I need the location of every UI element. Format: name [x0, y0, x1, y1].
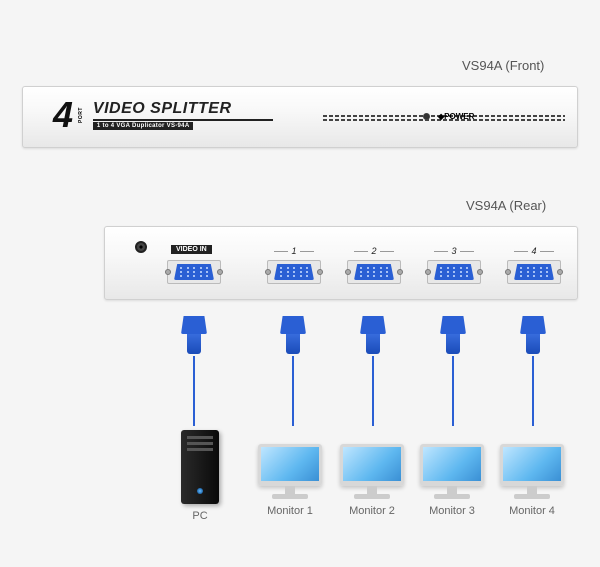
vga-out-4: 4 — [507, 260, 561, 284]
vga-out-2: 2 — [347, 260, 401, 284]
monitor-device-4: Monitor 4 — [490, 444, 574, 517]
cable-4 — [452, 356, 454, 426]
vga-connector-1 — [181, 316, 207, 354]
product-title: VIDEO SPLITTER — [93, 101, 273, 117]
device-label: Monitor 2 — [330, 505, 414, 517]
vga-in — [167, 260, 221, 284]
product-subtitle: 1 to 4 VGA Duplicator VS-94A — [93, 122, 194, 130]
vga-connector-4 — [440, 316, 466, 354]
monitor-icon — [258, 444, 322, 499]
device-label: Monitor 4 — [490, 505, 574, 517]
monitor-device-1: Monitor 1 — [248, 444, 332, 517]
dc-jack — [135, 241, 147, 253]
port-number: 2 — [347, 246, 401, 256]
monitor-icon — [340, 444, 404, 499]
device-label: Monitor 1 — [248, 505, 332, 517]
cable-3 — [372, 356, 374, 426]
monitor-icon — [500, 444, 564, 499]
vga-out-3: 3 — [427, 260, 481, 284]
port-count-number: 4 — [53, 97, 73, 133]
device-label: PC — [158, 510, 242, 522]
rear-label: VS94A (Rear) — [466, 198, 546, 213]
cable-5 — [532, 356, 534, 426]
front-label: VS94A (Front) — [462, 58, 544, 73]
rear-panel: VIDEO IN 1 2 3 4 — [104, 226, 578, 300]
port-number: 3 — [427, 246, 481, 256]
monitor-device-2: Monitor 2 — [330, 444, 414, 517]
vga-connector-2 — [280, 316, 306, 354]
vga-connector-5 — [520, 316, 546, 354]
power-led — [423, 113, 430, 120]
port-number: 4 — [507, 246, 561, 256]
device-label: Monitor 3 — [410, 505, 494, 517]
pc-tower-icon — [181, 430, 219, 504]
vga-out-1: 1 — [267, 260, 321, 284]
front-panel: 4 PORT VIDEO SPLITTER 1 to 4 VGA Duplica… — [22, 86, 578, 148]
cable-1 — [193, 356, 195, 426]
port-number: 1 — [267, 246, 321, 256]
pc-device: PC — [158, 430, 242, 522]
cable-2 — [292, 356, 294, 426]
video-in-label: VIDEO IN — [171, 245, 212, 254]
monitor-device-3: Monitor 3 — [410, 444, 494, 517]
power-label: ◆POWER — [438, 112, 474, 121]
monitor-icon — [420, 444, 484, 499]
port-word: PORT — [78, 107, 84, 123]
vga-connector-3 — [360, 316, 386, 354]
